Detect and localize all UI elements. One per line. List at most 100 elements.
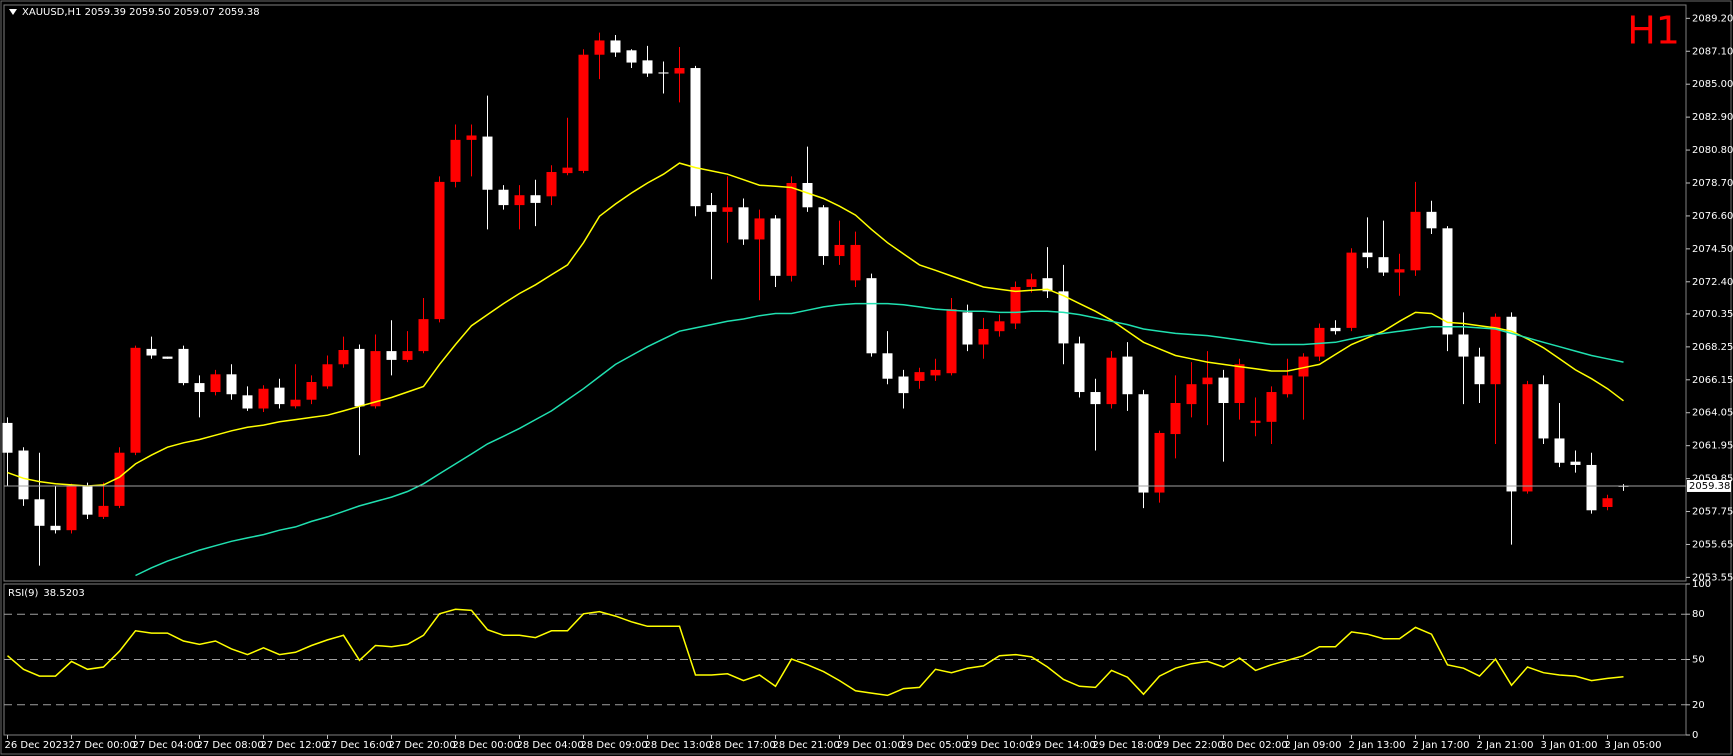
candle-body — [1250, 420, 1261, 423]
candle-body — [194, 383, 205, 393]
x-tick-label: 29 Dec 22:00 — [1157, 740, 1224, 751]
candle-body — [898, 376, 909, 394]
candle-body — [1266, 392, 1277, 422]
indicator-value: 38.5203 — [43, 588, 84, 599]
candle-body — [210, 374, 221, 393]
x-tick-label: 28 Dec 00:00 — [453, 740, 520, 751]
candle-body — [1506, 316, 1517, 492]
x-tick-label: 29 Dec 14:00 — [1029, 740, 1096, 751]
candle-body — [1106, 357, 1117, 405]
candle-body — [146, 348, 157, 356]
candle-body — [386, 351, 397, 360]
candle-body — [290, 399, 301, 407]
candle-body — [1378, 257, 1389, 273]
candle-body — [402, 351, 413, 360]
y-tick-label: 2061.95 — [1692, 441, 1733, 452]
candle-body — [1090, 392, 1101, 405]
candle-body — [1042, 278, 1053, 292]
y-tick-label: 0 — [1692, 730, 1698, 741]
y-tick-label: 2072.40 — [1692, 277, 1733, 288]
candle-body — [882, 353, 893, 379]
candle-body — [1186, 384, 1197, 405]
candle-body — [786, 182, 797, 276]
candle-body — [498, 189, 509, 206]
candle-body — [162, 356, 173, 359]
menu-arrow[interactable] — [9, 9, 17, 15]
candle-body — [594, 40, 605, 55]
candle-body — [690, 68, 701, 207]
x-tick-label: 28 Dec 09:00 — [581, 740, 648, 751]
candle-body — [1218, 377, 1229, 404]
price-tag-label: 2059.38 — [1689, 481, 1730, 492]
candle-body — [1346, 252, 1357, 328]
candle-body — [578, 54, 589, 171]
candle-body — [82, 485, 93, 515]
candle-body — [1410, 211, 1421, 271]
candle-body — [1362, 252, 1373, 258]
y-tick-label: 2082.90 — [1692, 112, 1733, 123]
candle-body — [1170, 403, 1181, 435]
candle-body — [1570, 461, 1581, 465]
candle-body — [66, 485, 77, 531]
moving-average — [7, 162, 1624, 487]
y-tick-label: 2055.65 — [1692, 539, 1733, 550]
candle-body — [946, 309, 957, 374]
y-tick-label: 2087.10 — [1692, 46, 1733, 57]
candle-body — [642, 60, 653, 74]
y-tick-label: 2074.50 — [1692, 244, 1733, 255]
candle-body — [802, 182, 813, 208]
candle-body — [834, 244, 845, 257]
candle-body — [1458, 334, 1469, 357]
candle-body — [1074, 343, 1085, 393]
candle-body — [1058, 291, 1069, 344]
y-tick-label: 2076.60 — [1692, 211, 1733, 222]
x-tick-label: 27 Dec 04:00 — [133, 740, 200, 751]
x-tick-label: 3 Jan 01:00 — [1541, 740, 1598, 751]
y-tick-label: 2064.05 — [1692, 408, 1733, 419]
candle-body — [1202, 377, 1213, 385]
candle-body — [1282, 375, 1293, 395]
candle-body — [930, 369, 941, 376]
candle-body — [1122, 356, 1133, 395]
candle-body — [178, 348, 189, 384]
x-tick-label: 3 Jan 05:00 — [1605, 740, 1662, 751]
candle-body — [514, 195, 525, 206]
y-tick-label: 20 — [1692, 700, 1705, 711]
y-tick-label: 2070.35 — [1692, 309, 1733, 320]
candle-body — [1330, 327, 1341, 332]
candle-body — [418, 319, 429, 352]
x-tick-label: 27 Dec 20:00 — [389, 740, 456, 751]
x-tick-label: 29 Dec 01:00 — [837, 740, 904, 751]
candle-body — [562, 167, 573, 174]
candle-body — [226, 374, 237, 395]
candle-body — [338, 350, 349, 365]
indicator-title: RSI(9) — [8, 588, 39, 599]
candle-body — [1010, 286, 1021, 324]
y-tick-label: 2080.80 — [1692, 145, 1733, 156]
candle-body — [1298, 356, 1309, 377]
y-tick-label: 50 — [1692, 655, 1705, 666]
candle-body — [1394, 269, 1405, 273]
candle-body — [850, 244, 861, 281]
candle-body — [18, 450, 29, 500]
y-tick-label: 2053.55 — [1692, 572, 1733, 583]
candle-body — [1234, 364, 1245, 404]
x-tick-label: 2 Jan 09:00 — [1285, 740, 1342, 751]
candle-body — [130, 347, 141, 453]
candle-body — [674, 68, 685, 74]
x-tick-label: 29 Dec 18:00 — [1093, 740, 1160, 751]
candle-body — [866, 278, 877, 354]
candle-body — [2, 422, 13, 453]
candle-body — [770, 218, 781, 276]
candle-body — [466, 135, 477, 140]
x-tick-label: 30 Dec 02:00 — [1221, 740, 1288, 751]
candle-body — [322, 364, 333, 387]
candle-body — [434, 181, 445, 320]
candle-body — [754, 218, 765, 240]
x-tick-label: 29 Dec 05:00 — [901, 740, 968, 751]
x-tick-label: 28 Dec 04:00 — [517, 740, 584, 751]
candle-body — [354, 348, 365, 407]
